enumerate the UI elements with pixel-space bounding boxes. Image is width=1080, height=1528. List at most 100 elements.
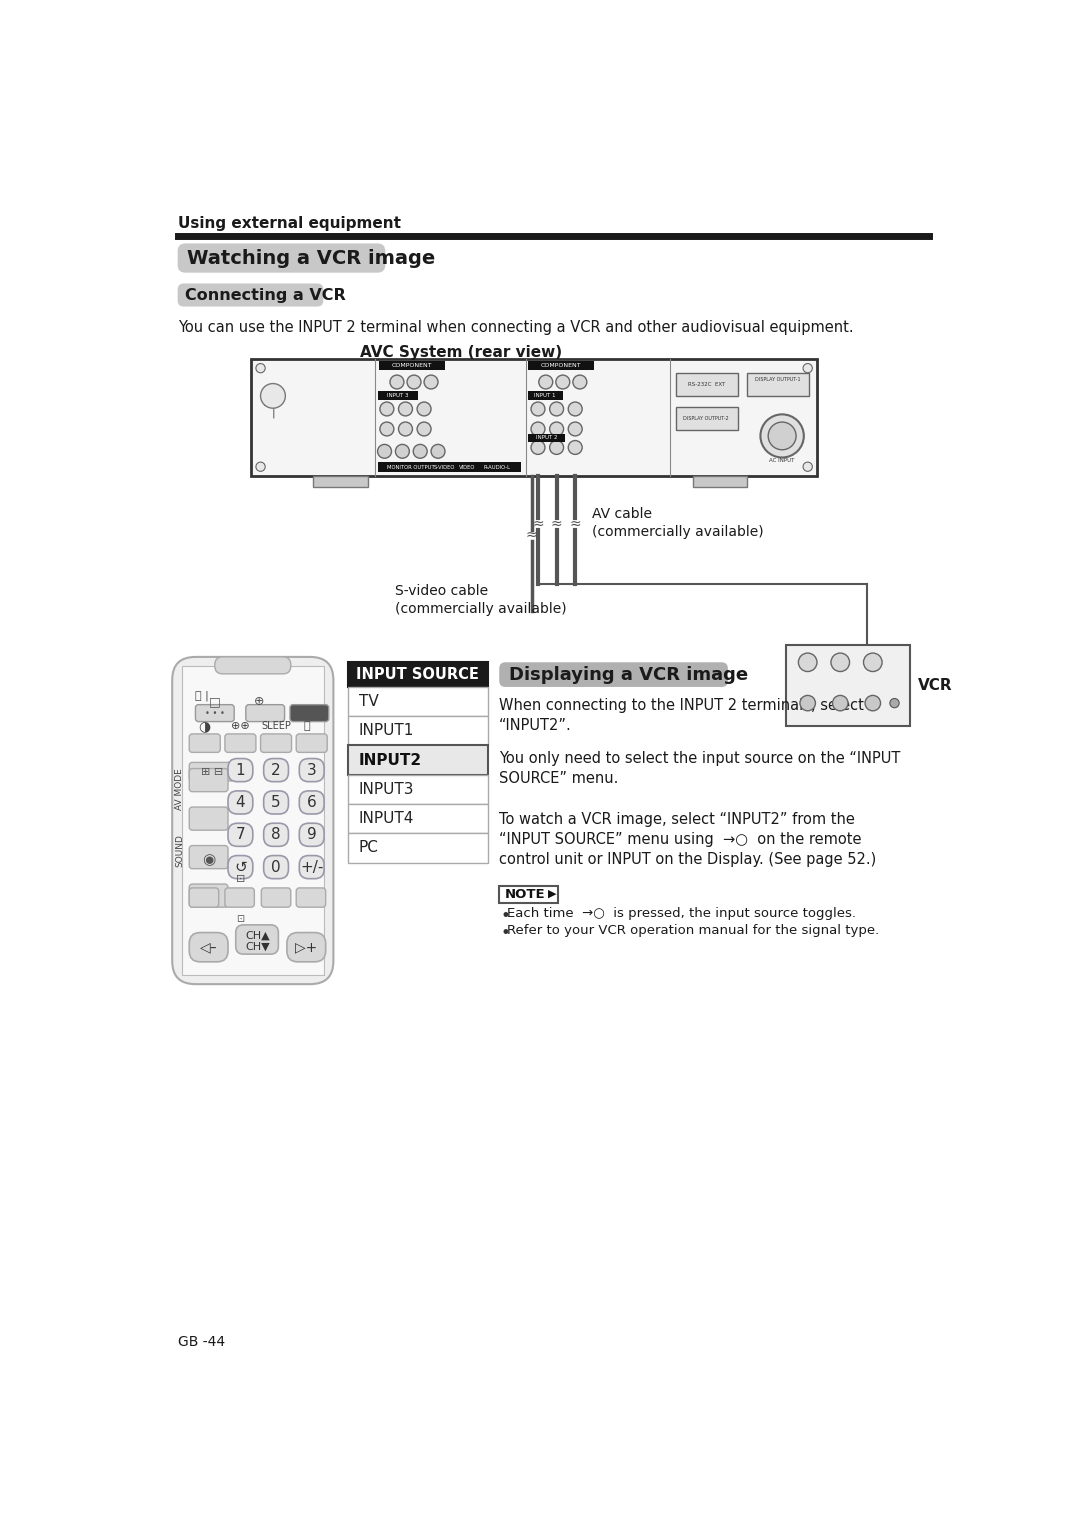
Text: 🔇: 🔇 <box>303 721 310 732</box>
Text: COMPONENT: COMPONENT <box>541 364 581 368</box>
Circle shape <box>768 422 796 449</box>
Circle shape <box>395 445 409 458</box>
Text: S-VIDEO: S-VIDEO <box>433 465 455 469</box>
Text: AC INPUT: AC INPUT <box>769 458 795 463</box>
FancyBboxPatch shape <box>228 758 253 782</box>
FancyBboxPatch shape <box>299 824 324 847</box>
Text: S-video cable
(commercially available): S-video cable (commercially available) <box>394 584 566 616</box>
FancyBboxPatch shape <box>299 758 324 782</box>
FancyBboxPatch shape <box>228 824 253 847</box>
Circle shape <box>531 402 545 416</box>
Bar <box>747 373 809 396</box>
Text: ▶: ▶ <box>548 889 556 898</box>
Bar <box>348 833 488 862</box>
Text: INPUT3: INPUT3 <box>359 782 415 796</box>
Text: PC: PC <box>359 840 379 856</box>
Text: •: • <box>501 908 511 924</box>
Text: 1: 1 <box>235 762 245 778</box>
Circle shape <box>568 402 582 416</box>
Text: ⊕: ⊕ <box>254 695 265 707</box>
Text: INPUT1: INPUT1 <box>359 723 415 738</box>
Text: □: □ <box>208 695 220 707</box>
FancyBboxPatch shape <box>228 856 253 879</box>
Bar <box>378 461 521 472</box>
Text: Watching a VCR image: Watching a VCR image <box>187 249 435 267</box>
Text: You only need to select the input source on the “INPUT
SOURCE” menu.: You only need to select the input source… <box>499 750 901 785</box>
FancyBboxPatch shape <box>299 792 324 814</box>
FancyBboxPatch shape <box>296 733 327 752</box>
Text: 7: 7 <box>235 827 245 842</box>
Text: |: | <box>271 408 274 419</box>
Circle shape <box>890 698 900 707</box>
Text: DISPLAY OUTPUT-1: DISPLAY OUTPUT-1 <box>755 377 801 382</box>
Bar <box>378 391 418 400</box>
Text: Each time  →○  is pressed, the input source toggles.: Each time →○ is pressed, the input sourc… <box>507 908 856 920</box>
Circle shape <box>550 422 564 435</box>
FancyBboxPatch shape <box>172 657 334 984</box>
Text: 6: 6 <box>307 795 316 810</box>
Bar <box>348 688 488 717</box>
Circle shape <box>760 414 804 457</box>
Text: VCR: VCR <box>918 678 953 692</box>
Text: ⊕⊕: ⊕⊕ <box>231 721 249 732</box>
Bar <box>379 361 445 370</box>
FancyBboxPatch shape <box>246 704 284 721</box>
Text: ◁–: ◁– <box>200 940 217 953</box>
FancyBboxPatch shape <box>189 807 228 830</box>
Bar <box>528 361 594 370</box>
FancyBboxPatch shape <box>264 824 288 847</box>
Text: 4: 4 <box>235 795 245 810</box>
Circle shape <box>864 652 882 671</box>
Text: • • •: • • • <box>205 709 225 718</box>
FancyBboxPatch shape <box>189 769 228 792</box>
Text: 2: 2 <box>271 762 281 778</box>
Text: 8: 8 <box>271 827 281 842</box>
Text: SLEEP: SLEEP <box>261 721 291 732</box>
Circle shape <box>568 440 582 454</box>
Text: Connecting a VCR: Connecting a VCR <box>186 287 346 303</box>
Text: +/-: +/- <box>300 860 323 874</box>
FancyBboxPatch shape <box>177 284 323 307</box>
FancyBboxPatch shape <box>499 662 728 688</box>
FancyBboxPatch shape <box>261 888 291 908</box>
Text: MONITOR OUTPUT: MONITOR OUTPUT <box>387 465 434 469</box>
Text: INPUT4: INPUT4 <box>359 811 415 827</box>
Text: INPUT2: INPUT2 <box>359 753 422 767</box>
Bar <box>348 662 488 688</box>
Circle shape <box>531 440 545 454</box>
Circle shape <box>424 374 438 390</box>
Text: CH▲: CH▲ <box>245 931 270 941</box>
FancyBboxPatch shape <box>291 704 328 721</box>
Text: 5: 5 <box>271 795 281 810</box>
FancyBboxPatch shape <box>189 733 220 752</box>
Text: 3: 3 <box>307 762 316 778</box>
Circle shape <box>804 461 812 471</box>
Bar <box>676 373 738 396</box>
Bar <box>181 666 324 975</box>
Text: ANT: ANT <box>265 399 282 408</box>
Circle shape <box>798 652 816 671</box>
Text: AV cable
(commercially available): AV cable (commercially available) <box>592 507 764 539</box>
Circle shape <box>399 402 413 416</box>
FancyBboxPatch shape <box>264 792 288 814</box>
Circle shape <box>414 445 428 458</box>
Text: ◑: ◑ <box>199 720 211 733</box>
Bar <box>786 645 910 726</box>
Bar <box>313 475 367 487</box>
Text: Using external equipment: Using external equipment <box>177 215 401 231</box>
FancyBboxPatch shape <box>235 924 279 953</box>
Text: R-AUDIO-L: R-AUDIO-L <box>484 465 511 469</box>
FancyBboxPatch shape <box>189 762 234 781</box>
Circle shape <box>550 440 564 454</box>
Circle shape <box>390 374 404 390</box>
FancyBboxPatch shape <box>189 888 218 908</box>
Circle shape <box>804 364 812 373</box>
Bar <box>348 746 488 775</box>
Circle shape <box>550 402 564 416</box>
Circle shape <box>531 422 545 435</box>
Circle shape <box>556 374 570 390</box>
Text: ⊞ ⊟: ⊞ ⊟ <box>201 767 222 776</box>
Bar <box>528 434 565 442</box>
FancyBboxPatch shape <box>189 932 228 961</box>
Circle shape <box>800 695 815 711</box>
